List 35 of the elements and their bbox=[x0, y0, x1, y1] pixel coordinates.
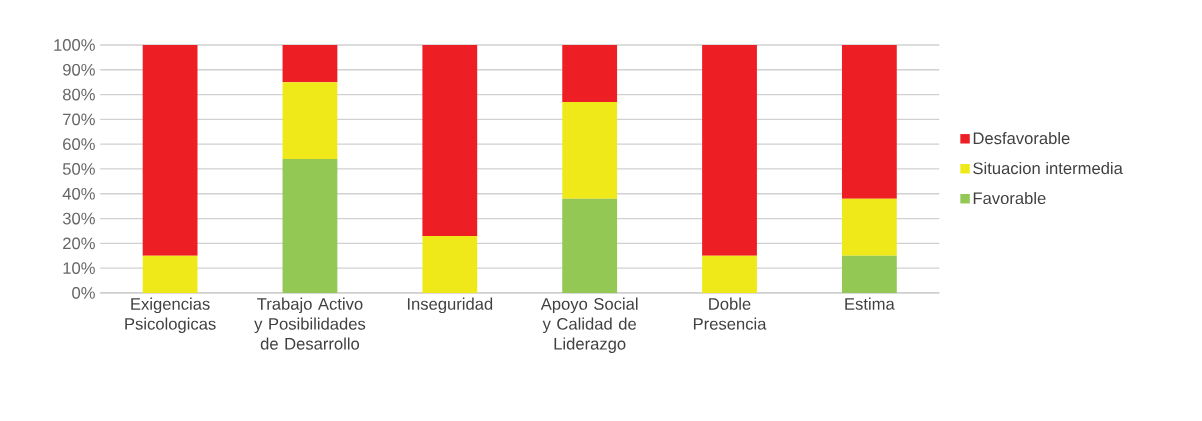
bar bbox=[841, 44, 897, 199]
y-tick-label: 10% bbox=[63, 262, 95, 274]
y-tick-label: 90% bbox=[63, 63, 95, 76]
legend-label: Favorable bbox=[973, 191, 1046, 205]
bar bbox=[282, 82, 338, 159]
legend-label: Situacion intermedia bbox=[973, 161, 1123, 175]
x-tick-label: Exigencias Psicologicas bbox=[125, 297, 216, 333]
bar bbox=[562, 101, 618, 199]
x-tick-label: Trabajo Activo y Posibilidades de Desarrollo bbox=[254, 297, 366, 350]
y-tick-label: 100% bbox=[54, 39, 95, 51]
bar bbox=[422, 235, 478, 293]
y-tick-label: 60% bbox=[63, 138, 95, 151]
bar bbox=[562, 44, 618, 102]
x-tick-label: Doble Presencia bbox=[693, 297, 767, 330]
bar bbox=[702, 44, 757, 256]
bar bbox=[702, 255, 757, 293]
y-tick-label: 70% bbox=[63, 113, 95, 126]
bar bbox=[282, 159, 338, 293]
bar bbox=[142, 255, 198, 293]
y-tick-label: 20% bbox=[63, 237, 95, 250]
y-tick-label: 30% bbox=[62, 212, 95, 225]
y-tick-label: 0% bbox=[72, 287, 95, 299]
y-tick-label: 50% bbox=[62, 163, 95, 175]
bar bbox=[282, 44, 338, 83]
x-tick-label: Apoyo Social y Calidad de Liderazgo bbox=[540, 297, 638, 353]
x-tick-label: Inseguridad bbox=[407, 297, 493, 314]
bar bbox=[422, 44, 478, 236]
y-tick-label: 80% bbox=[62, 88, 95, 101]
legend-label: Desfavorable bbox=[973, 131, 1070, 145]
bar bbox=[841, 198, 897, 256]
x-tick-label: Estima bbox=[845, 297, 895, 310]
bar bbox=[562, 198, 618, 293]
bar bbox=[841, 255, 897, 293]
y-tick-label: 40% bbox=[62, 187, 95, 200]
bar bbox=[142, 44, 198, 256]
